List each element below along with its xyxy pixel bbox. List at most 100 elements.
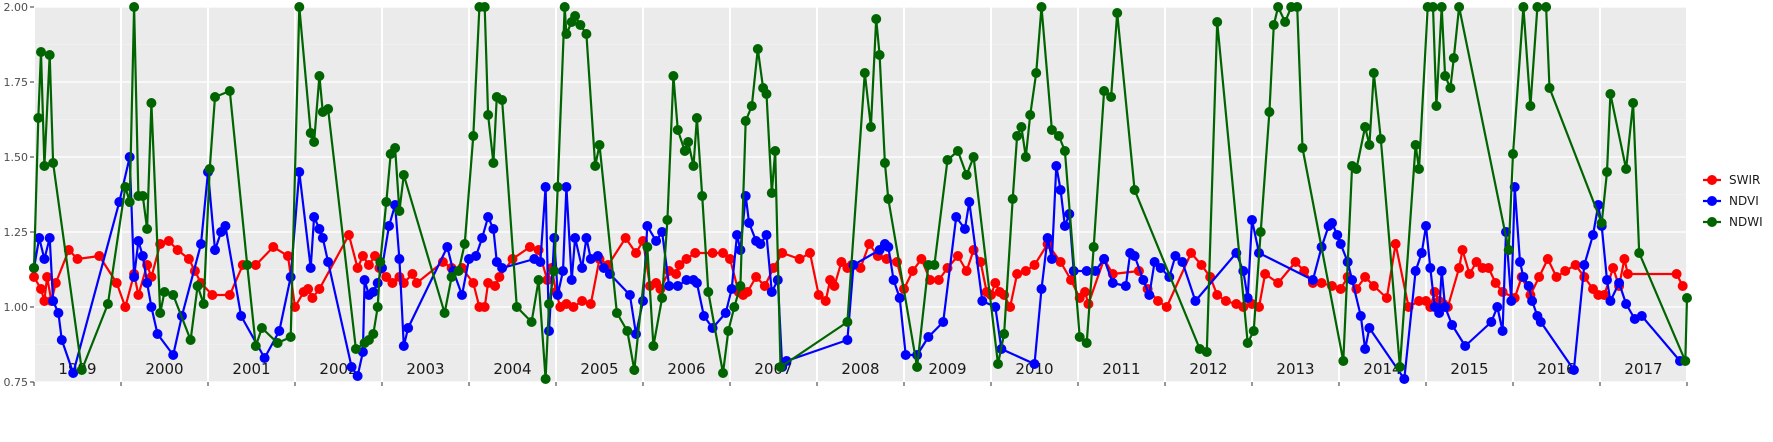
series-line-ndvi: [32, 155, 1681, 381]
data-point-swir: [907, 266, 918, 276]
data-point-ndvi: [842, 335, 853, 345]
data-point-swir: [864, 239, 875, 249]
data-point-ndvi: [888, 275, 899, 285]
data-point-ndvi: [44, 233, 55, 243]
data-point-ndwi: [1059, 146, 1070, 156]
data-point-ndvi: [977, 296, 988, 306]
data-point-swir: [961, 266, 972, 276]
data-point-ndvi: [384, 221, 394, 231]
data-point-swir: [1290, 257, 1301, 267]
data-point-ndvi: [34, 233, 45, 243]
data-point-swir: [343, 230, 354, 240]
data-point-ndvi: [1129, 251, 1140, 261]
data-point-ndvi: [1588, 230, 1598, 240]
series-layer: [29, 2, 1692, 384]
data-point-swir: [224, 290, 235, 300]
data-point-swir: [42, 272, 53, 282]
data-point-ndvi: [1347, 275, 1358, 285]
data-point-swir: [307, 293, 318, 303]
data-point-ndwi: [679, 146, 690, 156]
data-point-ndwi: [952, 146, 963, 156]
data-point-ndwi: [766, 188, 777, 198]
data-point-ndvi: [1492, 302, 1503, 312]
data-point-ndvi: [1360, 344, 1371, 354]
data-point-ndwi: [526, 317, 537, 327]
legend-item-ndvi: NDVI: [1703, 194, 1759, 208]
data-point-ndvi: [1425, 263, 1436, 273]
data-point-ndwi: [1602, 167, 1612, 177]
data-point-ndvi: [558, 266, 568, 276]
data-point-ndwi: [1628, 98, 1639, 108]
data-point-ndwi: [775, 362, 786, 372]
data-point-swir: [1497, 287, 1508, 297]
data-point-ndvi: [1149, 257, 1160, 267]
data-point-swir: [1055, 257, 1066, 267]
data-point-ndwi: [871, 14, 882, 24]
data-point-ndvi: [236, 311, 247, 321]
data-point-ndwi: [662, 215, 673, 225]
data-point-swir: [1260, 269, 1271, 279]
data-point-swir: [952, 251, 963, 261]
data-point-ndwi: [1596, 218, 1607, 228]
data-point-ndwi: [1375, 134, 1386, 144]
data-point-ndwi: [1508, 149, 1518, 159]
data-point-ndvi: [359, 275, 370, 285]
data-point-ndwi: [929, 260, 940, 270]
data-point-swir: [381, 272, 392, 282]
data-point-swir: [1429, 287, 1440, 297]
data-point-ndvi: [1440, 302, 1451, 312]
data-point-ndwi: [1541, 2, 1552, 12]
data-point-ndvi: [1602, 275, 1612, 285]
data-point-ndwi: [723, 326, 734, 336]
data-point-ndwi: [390, 143, 401, 153]
data-point-ndvi: [651, 236, 662, 246]
data-point-ndvi: [137, 251, 148, 261]
data-point-ndvi: [964, 197, 975, 207]
data-point-ndvi: [1636, 311, 1647, 321]
data-point-ndwi: [865, 122, 876, 132]
data-point-ndwi: [468, 131, 479, 141]
data-point-swir: [357, 251, 368, 261]
data-point-ndvi: [133, 236, 144, 246]
data-point-ndvi: [285, 272, 296, 282]
data-point-ndwi: [1680, 356, 1691, 366]
data-point-ndvi: [305, 263, 316, 273]
data-point-ndvi: [483, 212, 494, 222]
data-point-ndwi: [1428, 2, 1438, 12]
data-point-swir: [1608, 263, 1619, 273]
data-point-ndvi: [598, 263, 609, 273]
data-point-ndvi: [1046, 254, 1057, 264]
data-point-ndvi: [657, 227, 668, 237]
data-point-ndwi: [394, 206, 405, 216]
data-point-swir: [133, 290, 144, 300]
data-point-ndwi: [323, 104, 334, 114]
data-point-swir: [1012, 269, 1023, 279]
data-point-ndwi: [1099, 86, 1110, 96]
data-point-ndvi: [883, 242, 894, 252]
data-point-ndvi: [488, 224, 499, 234]
data-point-swir: [1671, 269, 1682, 279]
data-point-ndwi: [1031, 68, 1042, 78]
data-point-ndwi: [581, 29, 592, 39]
data-point-ndwi: [1242, 338, 1253, 348]
data-point-ndwi: [874, 50, 885, 60]
data-point-ndvi: [624, 290, 635, 300]
data-point-ndwi: [570, 11, 581, 21]
data-point-ndwi: [629, 365, 640, 375]
data-point-ndvi: [1059, 221, 1070, 231]
data-point-ndvi: [142, 278, 153, 288]
data-point-swir: [1316, 278, 1327, 288]
data-point-ndwi: [1025, 110, 1036, 120]
data-point-ndvi: [744, 218, 755, 228]
data-point-swir: [39, 296, 50, 306]
data-point-ndvi: [1399, 374, 1410, 384]
data-point-swir: [1534, 272, 1545, 282]
data-point-ndwi: [1268, 20, 1279, 30]
data-point-ndwi: [761, 89, 772, 99]
data-point-ndvi: [894, 293, 905, 303]
data-point-ndwi: [1448, 53, 1459, 63]
data-point-ndvi: [552, 290, 563, 300]
data-point-ndwi: [1081, 338, 1092, 348]
data-point-swir: [1677, 281, 1688, 291]
